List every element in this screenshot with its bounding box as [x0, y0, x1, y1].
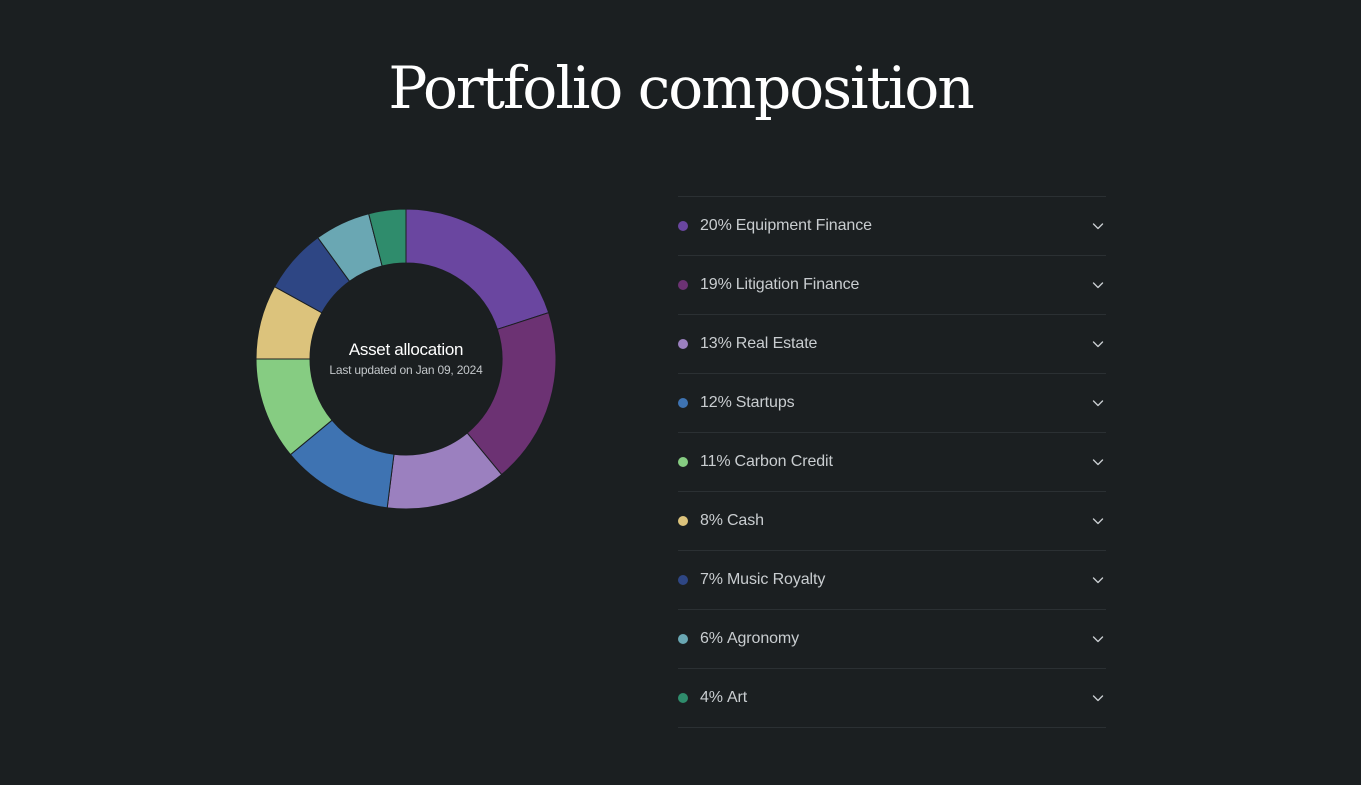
legend-percent: 8% [700, 512, 723, 529]
legend-dot [678, 634, 688, 644]
legend-percent: 13% [700, 335, 732, 352]
donut-slice-art[interactable] [368, 208, 407, 267]
legend-item-real-estate[interactable]: 13% Real Estate [678, 315, 1106, 374]
legend-label: 6% Agronomy [700, 630, 799, 648]
legend-dot [678, 575, 688, 585]
chevron-down-icon[interactable] [1092, 692, 1104, 704]
legend-percent: 7% [700, 571, 723, 588]
chevron-down-icon[interactable] [1092, 220, 1104, 232]
legend-percent: 6% [700, 630, 723, 647]
donut-chart: Asset allocation Last updated on Jan 09,… [255, 208, 557, 510]
legend-label: 19% Litigation Finance [700, 276, 859, 294]
legend-label: 7% Music Royalty [700, 571, 825, 589]
chevron-down-icon[interactable] [1092, 456, 1104, 468]
legend-label: 20% Equipment Finance [700, 217, 872, 235]
legend-item-equipment-finance[interactable]: 20% Equipment Finance [678, 197, 1106, 256]
legend-dot [678, 221, 688, 231]
legend-category: Agronomy [726, 630, 800, 647]
legend-percent: 20% [700, 217, 732, 234]
chevron-down-icon[interactable] [1092, 633, 1104, 645]
legend-category: Equipment Finance [735, 217, 872, 234]
legend-percent: 4% [700, 689, 723, 706]
legend-category: Cash [726, 512, 764, 529]
legend-item-litigation-finance[interactable]: 19% Litigation Finance [678, 256, 1106, 315]
legend-category: Startups [735, 394, 795, 411]
legend-dot [678, 516, 688, 526]
legend-percent: 19% [700, 276, 732, 293]
chevron-down-icon[interactable] [1092, 574, 1104, 586]
legend-label: 11% Carbon Credit [700, 453, 833, 471]
chevron-down-icon[interactable] [1092, 338, 1104, 350]
legend-dot [678, 693, 688, 703]
legend-item-music-royalty[interactable]: 7% Music Royalty [678, 551, 1106, 610]
legend-percent: 12% [700, 394, 732, 411]
legend-label: 4% Art [700, 689, 747, 707]
legend-dot [678, 280, 688, 290]
legend-item-agronomy[interactable]: 6% Agronomy [678, 610, 1106, 669]
chevron-down-icon[interactable] [1092, 279, 1104, 291]
legend-label: 12% Startups [700, 394, 795, 412]
legend-item-carbon-credit[interactable]: 11% Carbon Credit [678, 433, 1106, 492]
legend-category: Real Estate [735, 335, 818, 352]
legend-percent: 11% [700, 453, 731, 470]
legend-item-art[interactable]: 4% Art [678, 669, 1106, 728]
legend-category: Litigation Finance [735, 276, 860, 293]
page-title: Portfolio composition [388, 54, 974, 122]
legend-item-startups[interactable]: 12% Startups [678, 374, 1106, 433]
legend-category: Carbon Credit [734, 453, 833, 470]
legend-label: 8% Cash [700, 512, 764, 530]
chevron-down-icon[interactable] [1092, 515, 1104, 527]
legend-category: Art [726, 689, 748, 706]
donut-chart-svg [255, 208, 557, 510]
legend-category: Music Royalty [726, 571, 826, 588]
legend-dot [678, 398, 688, 408]
legend-dot [678, 339, 688, 349]
legend-dot [678, 457, 688, 467]
donut-slice-equipment-finance[interactable] [405, 208, 550, 330]
chevron-down-icon[interactable] [1092, 397, 1104, 409]
allocation-legend: 20% Equipment Finance 19% Litigation Financ… [678, 196, 1106, 728]
legend-item-cash[interactable]: 8% Cash [678, 492, 1106, 551]
legend-label: 13% Real Estate [700, 335, 817, 353]
